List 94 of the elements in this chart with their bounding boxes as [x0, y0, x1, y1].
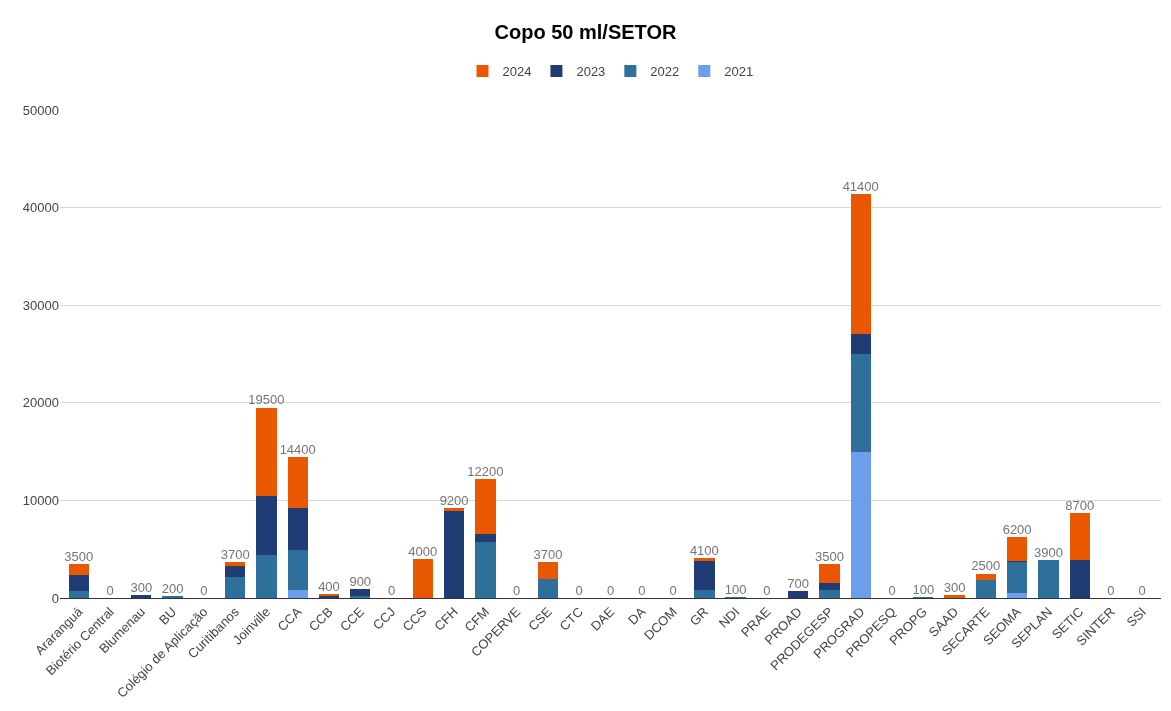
bar [350, 589, 371, 597]
legend-label: 2023 [576, 63, 606, 79]
total-label: 14400 [279, 442, 316, 458]
total-label: 0 [669, 582, 677, 598]
legend-label: 2021 [724, 63, 754, 79]
total-label: 0 [606, 582, 615, 598]
total-label: 0 [200, 582, 208, 598]
bar [475, 478, 496, 534]
total-label: 400 [318, 578, 340, 594]
total-label: 3500 [64, 548, 94, 564]
bar [256, 495, 277, 556]
total-label: 0 [387, 582, 396, 598]
total-label: 200 [161, 580, 184, 596]
total-label: 100 [912, 581, 935, 597]
bar [68, 574, 89, 592]
x-tick-label: GR [686, 604, 712, 629]
total-label: 0 [763, 582, 771, 598]
bar [256, 555, 277, 598]
bar [1006, 537, 1028, 561]
total-label: 9200 [439, 492, 469, 508]
bar [131, 595, 152, 598]
bar [412, 558, 433, 598]
bar [287, 550, 308, 591]
total-label: 3700 [533, 546, 563, 562]
bar [475, 542, 496, 598]
bar [694, 590, 715, 598]
x-tick-label: CCJ [369, 604, 399, 633]
total-label: 3900 [1033, 544, 1063, 560]
total-label: 19500 [248, 392, 285, 408]
bar [850, 451, 871, 598]
y-tick-label: 50000 [22, 102, 59, 118]
y-tick-label: 10000 [22, 492, 59, 508]
total-label: 0 [888, 582, 896, 598]
total-label: 12200 [467, 463, 504, 479]
bar [975, 580, 997, 598]
total-label: 3700 [220, 546, 250, 562]
x-tick-label: CCB [305, 604, 336, 635]
bar [1069, 513, 1090, 560]
bar [1006, 561, 1028, 594]
x-tick-label: SSI [1123, 604, 1149, 630]
bar [224, 576, 246, 598]
bar [694, 560, 715, 591]
total-label: 700 [787, 575, 810, 591]
bar [224, 561, 246, 566]
total-label: 0 [1138, 582, 1146, 598]
bar [68, 563, 89, 575]
total-label: 6200 [1002, 522, 1032, 538]
total-label: 2500 [971, 558, 1001, 574]
y-tick-label: 30000 [22, 297, 59, 313]
legend-label: 2022 [650, 63, 680, 79]
total-label: 8700 [1065, 497, 1095, 513]
bar [256, 407, 277, 496]
bar [537, 579, 559, 598]
bar [1038, 559, 1059, 598]
bar [443, 508, 465, 512]
total-label: 3500 [814, 548, 844, 564]
y-tick-label: 20000 [22, 395, 59, 411]
x-tick-label: CTC [556, 604, 586, 634]
total-label: 4100 [689, 542, 719, 558]
bar [287, 457, 308, 509]
bar [537, 561, 559, 580]
bar [1006, 593, 1028, 598]
bar [68, 591, 89, 598]
legend-label: 2024 [502, 63, 532, 79]
total-label: 41400 [842, 178, 879, 194]
total-label: 100 [724, 581, 747, 597]
total-label: 4000 [408, 543, 438, 559]
x-tick-label: CCA [274, 603, 305, 635]
bar [850, 354, 871, 452]
bar [1069, 559, 1090, 598]
total-label: 0 [575, 582, 583, 598]
bar [694, 557, 715, 561]
total-label: 0 [638, 582, 646, 598]
total-label: 300 [130, 579, 153, 595]
x-tick-label: DA [625, 603, 649, 628]
bar [443, 511, 465, 598]
bar [224, 565, 246, 577]
bar [819, 563, 840, 584]
y-tick-label: 0 [51, 590, 59, 606]
total-label: 900 [349, 573, 372, 589]
bar [287, 590, 308, 598]
y-tick-label: 40000 [22, 200, 59, 216]
bar [850, 334, 871, 354]
bar [287, 508, 308, 551]
bar [788, 591, 809, 598]
total-label: 0 [106, 582, 114, 598]
chart-title: Copo 50 ml/SETOR [494, 20, 677, 43]
bar [819, 583, 840, 591]
bar [475, 533, 496, 543]
total-label: 0 [1107, 582, 1115, 598]
bar [850, 193, 871, 335]
total-label: 0 [513, 582, 521, 598]
bar [819, 590, 840, 598]
total-label: 300 [943, 579, 966, 595]
